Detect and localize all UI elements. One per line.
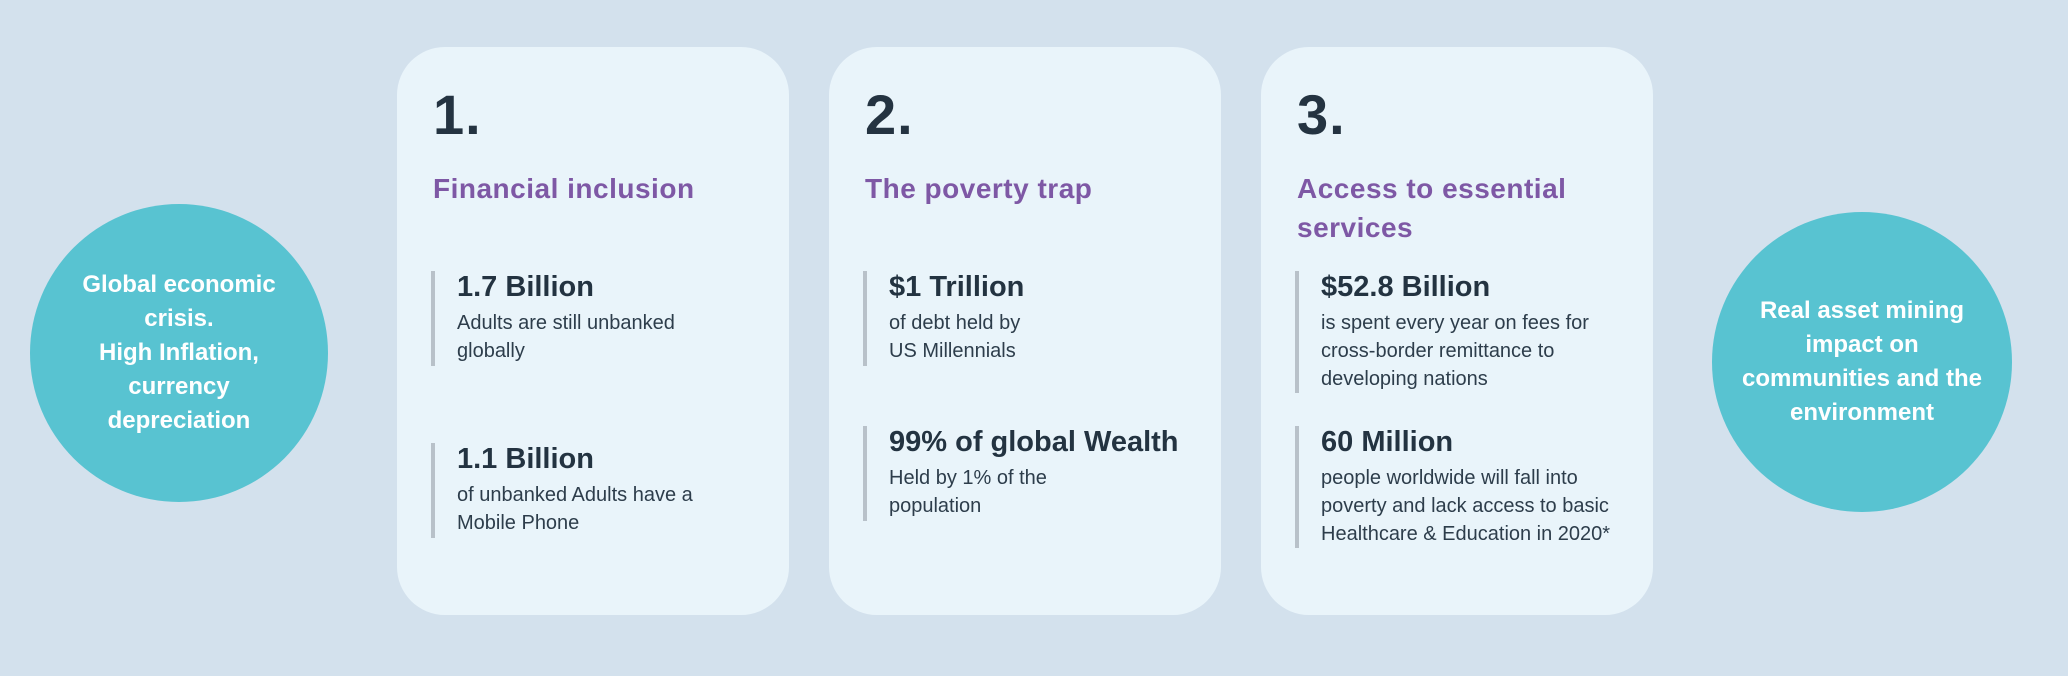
stat-value: 60 Million bbox=[1321, 426, 1454, 458]
stat-description: Held by 1% of the population bbox=[889, 467, 1047, 517]
stat-value: $52.8 Billion bbox=[1321, 271, 1491, 303]
stat-description: of unbanked Adults have a Mobile Phone bbox=[457, 484, 693, 534]
card-number: 2. bbox=[865, 83, 914, 146]
card-number: 1. bbox=[433, 83, 482, 146]
stat-value: $1 Trillion bbox=[889, 271, 1025, 303]
stat-block: 1.7 Billion Adults are still unbanked gl… bbox=[431, 271, 775, 366]
stat-value: 1.7 Billion bbox=[457, 271, 594, 303]
card-number: 3. bbox=[1297, 83, 1346, 146]
card-title: Financial inclusion bbox=[433, 173, 695, 204]
stat-value: 99% of global Wealth bbox=[889, 426, 1179, 458]
card-financial-inclusion: 1. Financial inclusion 1.7 Billion Adult… bbox=[397, 47, 789, 615]
stat-block: 60 Million people worldwide will fall in… bbox=[1295, 426, 1639, 549]
left-circle-text: Global economic crisis. High Inflation, … bbox=[82, 270, 276, 435]
card-title: The poverty trap bbox=[865, 173, 1093, 204]
right-circle-text: Real asset mining impact on communities … bbox=[1741, 296, 1983, 427]
stat-block: 1.1 Billion of unbanked Adults have a Mo… bbox=[431, 443, 775, 538]
card-poverty-trap: 2. The poverty trap $1 Trillion of debt … bbox=[829, 47, 1221, 615]
stat-value: 1.1 Billion bbox=[457, 443, 594, 475]
stat-block: 99% of global Wealth Held by 1% of the p… bbox=[863, 426, 1207, 521]
stat-description: people worldwide will fall into poverty … bbox=[1321, 467, 1611, 545]
stat-description: is spent every year on fees for cross-bo… bbox=[1321, 312, 1589, 390]
right-context-circle: Real asset mining impact on communities … bbox=[1712, 212, 2012, 512]
stat-block: $52.8 Billion is spent every year on fee… bbox=[1295, 271, 1639, 394]
card-essential-services: 3. Access to essential services $52.8 Bi… bbox=[1261, 47, 1653, 615]
stat-block: $1 Trillion of debt held by US Millennia… bbox=[863, 271, 1207, 366]
stat-description: Adults are still unbanked globally bbox=[457, 312, 675, 362]
card-title: Access to essential services bbox=[1297, 173, 1567, 244]
left-context-circle: Global economic crisis. High Inflation, … bbox=[30, 204, 328, 502]
stat-description: of debt held by US Millennials bbox=[889, 312, 1021, 362]
